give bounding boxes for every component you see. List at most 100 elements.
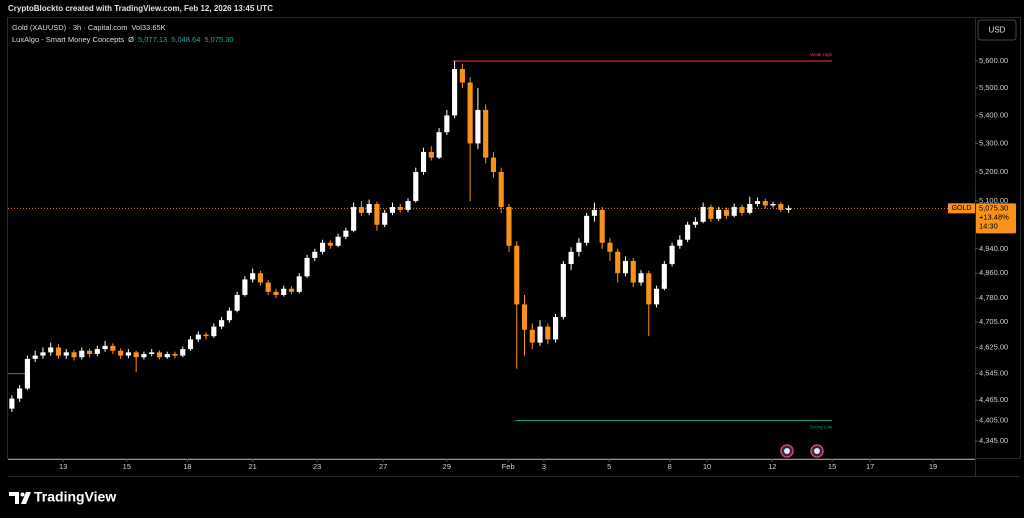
volume-label: Vol <box>131 23 142 32</box>
x-tick-label: 19 <box>929 462 937 471</box>
y-tick-label: 4,405.00 <box>979 415 1008 424</box>
x-tick-label: 5 <box>607 462 611 471</box>
y-tick-label: 4,345.00 <box>979 436 1008 445</box>
candle-body <box>63 352 69 356</box>
y-tick-label: 4,940.00 <box>979 244 1008 253</box>
x-tick-label: 21 <box>248 462 256 471</box>
candle-body <box>149 352 155 354</box>
indicator-value: 5,048.64 <box>171 35 200 44</box>
candle-body <box>731 206 737 216</box>
candle-body <box>483 109 489 158</box>
candle-body <box>374 203 380 225</box>
candle-body <box>164 353 170 358</box>
indicator-value: 5,077.13 <box>138 35 167 44</box>
candle-body <box>234 294 240 311</box>
symbol: Gold (XAUUSD) · 3h · Capital.com Vol33.65… <box>12 23 166 32</box>
indicator: LuxAlgo - Smart Money Concepts Ø 5,077.13 5… <box>12 35 234 44</box>
y-tick-label: 4,545.00 <box>979 369 1008 378</box>
candle-body <box>622 260 629 274</box>
candle-body <box>335 236 341 246</box>
candle-body <box>79 350 85 358</box>
price-badge <box>976 203 1016 234</box>
x-tick-label: 15 <box>828 462 836 471</box>
candle-body <box>444 115 450 133</box>
candle-body <box>312 251 318 258</box>
plot: Weak High Strong Low <box>8 52 975 430</box>
candle-body <box>172 353 178 356</box>
candle-body <box>55 347 62 356</box>
currency-button[interactable] <box>977 19 1017 41</box>
x-tick-label: 29 <box>443 462 451 471</box>
candle-body <box>607 242 613 252</box>
candle-body <box>770 203 776 206</box>
candle-body <box>615 251 621 274</box>
candle-body <box>102 345 108 350</box>
candle-body <box>389 206 396 213</box>
candle-body <box>498 171 504 207</box>
candle-body <box>125 352 131 356</box>
candle-body <box>723 209 730 216</box>
candle-body <box>32 355 38 359</box>
candle-body <box>661 264 667 289</box>
candle-body <box>754 201 761 204</box>
y-tick-label: 5,500.00 <box>979 83 1008 92</box>
ticker-badge <box>948 203 975 214</box>
candle-body <box>739 206 745 213</box>
candle-body <box>203 334 209 337</box>
y-tick-label: 4,465.00 <box>979 395 1008 404</box>
candle-body <box>506 206 512 246</box>
candle-body <box>685 224 691 240</box>
candle-body <box>475 109 481 144</box>
candle-body <box>94 349 100 354</box>
candle-body <box>521 304 528 330</box>
candle-body <box>273 291 279 295</box>
candle-body <box>195 334 201 340</box>
x-tick-label: 27 <box>379 462 387 471</box>
x-tick-label: 15 <box>123 462 131 471</box>
candle-body <box>180 349 186 356</box>
candle-body <box>110 345 116 351</box>
indicator-symbol: Ø <box>128 35 134 44</box>
candle-body <box>591 209 597 216</box>
x-tick-label: 23 <box>313 462 321 471</box>
candle-body <box>219 320 225 327</box>
candle-body <box>118 350 124 356</box>
candle-body <box>420 151 427 172</box>
candle-body <box>514 245 520 305</box>
candle-body <box>17 388 23 399</box>
candle-body <box>382 212 388 225</box>
indicator-value: 5,075.30 <box>204 35 233 44</box>
x-tick-label: 13 <box>59 462 67 471</box>
y-tick-label: 4,625.00 <box>979 342 1008 351</box>
candle-body <box>211 326 217 337</box>
candle-body <box>646 273 652 305</box>
candle-body <box>560 264 566 318</box>
brand-logo <box>9 492 31 504</box>
candle-body <box>584 215 590 243</box>
candle-body <box>708 206 714 219</box>
y-tick-label: 5,300.00 <box>979 138 1008 147</box>
candle-body <box>413 171 419 202</box>
candle-body <box>141 353 147 358</box>
indicator-name: LuxAlgo - Smart Money Concepts <box>12 35 124 44</box>
candle-body <box>320 242 326 252</box>
candle-body <box>452 69 458 116</box>
candle-body <box>467 82 473 144</box>
candle-body <box>397 206 403 210</box>
candle-body <box>436 132 442 158</box>
candle-body <box>599 209 605 243</box>
x-tick-label: Feb <box>502 462 515 471</box>
x-tick-label: 10 <box>703 462 711 471</box>
currency[interactable]: USD <box>989 26 1006 35</box>
candle-body <box>786 208 792 210</box>
candle-body <box>351 206 357 231</box>
candle-body <box>250 273 256 280</box>
candle-body <box>265 282 271 292</box>
y-tick-label: 4,780.00 <box>979 293 1008 302</box>
candle-body <box>86 350 93 354</box>
candle-body <box>537 326 543 343</box>
candle-body <box>366 203 372 213</box>
candle-body <box>71 352 77 358</box>
